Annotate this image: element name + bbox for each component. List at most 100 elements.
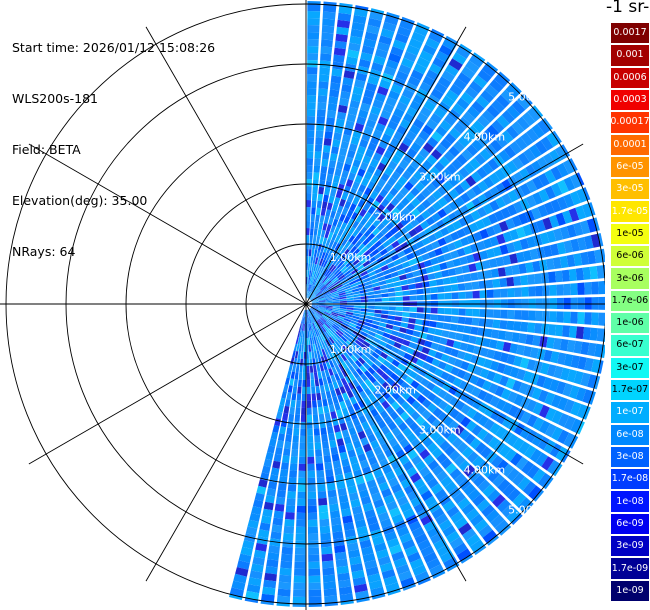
beam-cell [432, 407, 443, 418]
beam-cell [532, 468, 546, 484]
beam-cell [313, 421, 320, 429]
beam-cell [393, 181, 403, 192]
beam-cell [568, 207, 580, 222]
beam-cell [307, 309, 311, 317]
beam-cell [307, 477, 316, 485]
beam-cell [580, 251, 590, 266]
beam-cell [421, 346, 431, 355]
beam-cell [325, 304, 333, 306]
beam-cell [454, 184, 465, 195]
beam-cell [471, 197, 483, 209]
beam-cell [518, 441, 531, 455]
beam-cell [358, 184, 367, 193]
beam-cell [500, 207, 511, 219]
beam-cell [463, 483, 476, 496]
beam-cell [362, 328, 370, 334]
beam-cell [299, 337, 303, 345]
colorbar-label: 1e-05 [616, 227, 644, 239]
beam-cell [528, 310, 536, 321]
beam-cell [354, 261, 363, 269]
beam-cell [354, 152, 364, 162]
beam-cell [488, 258, 498, 268]
beam-cell [269, 538, 281, 547]
beam-cell [324, 187, 331, 196]
colorbar-label: 0.0017 [613, 27, 647, 39]
beam-cell [397, 250, 406, 258]
beam-cell [308, 589, 322, 597]
beam-cell [286, 498, 296, 506]
beam-cell [315, 386, 321, 394]
beam-cell [511, 332, 520, 343]
beam-cell [377, 213, 386, 222]
beam-cell [277, 483, 287, 491]
beam-cell [297, 491, 306, 499]
beam-cell [392, 39, 407, 51]
beam-cell [316, 328, 320, 336]
beam-cell [370, 8, 385, 15]
beam-cell [306, 102, 316, 110]
beam-cell [360, 52, 373, 62]
beam-cell [405, 514, 419, 526]
beam-cell [444, 445, 456, 457]
beam-cell [306, 324, 308, 331]
beam-cell [594, 249, 604, 264]
beam-cell [428, 31, 443, 44]
beam-cell [309, 277, 312, 285]
beam-cell [444, 363, 454, 373]
beam-cell [346, 420, 354, 429]
beam-cell [337, 394, 344, 403]
beam-cell [315, 336, 319, 344]
azimuth-spoke [305, 143, 584, 305]
beam-cell [337, 104, 348, 114]
beam-cell [258, 479, 268, 488]
beam-cell [487, 489, 501, 503]
beam-cell [255, 542, 268, 552]
beam-cell [338, 337, 346, 345]
beam-cell [394, 416, 404, 427]
beam-cell [404, 181, 414, 191]
beam-cell [454, 400, 466, 411]
beam-cell [317, 193, 324, 202]
beam-cell [317, 328, 322, 335]
beam-cell [335, 365, 341, 373]
beam-cell [546, 337, 555, 349]
beam-cell [375, 505, 387, 516]
beam-cell [331, 68, 343, 77]
beam-cell [348, 492, 359, 502]
beam-cell [317, 229, 322, 237]
beam-cell [408, 318, 416, 324]
beam-cell [415, 358, 425, 368]
beam-cell [482, 529, 498, 544]
beam-cell [410, 159, 421, 170]
beam-cell [495, 196, 506, 209]
beam-cell [486, 289, 494, 298]
beam-cell [363, 249, 371, 257]
colorbar-label: 0.0003 [613, 94, 647, 106]
beam-cell [377, 86, 389, 96]
beam-cell [402, 136, 413, 147]
beam-cell [460, 416, 472, 428]
beam-cell [373, 446, 383, 456]
beam-cell [377, 355, 386, 364]
beam-cell [367, 291, 375, 296]
beam-cell [355, 384, 364, 394]
beam-cell [317, 309, 325, 313]
beam-cell [284, 399, 291, 407]
colorbar-label: 1.7e-06 [611, 294, 649, 306]
beam-cell [445, 64, 459, 77]
beam-cell [462, 111, 476, 124]
beam-cell [350, 498, 361, 508]
beam-cell [314, 144, 323, 152]
beam-cell [483, 176, 495, 189]
beam-cell [525, 334, 534, 345]
beam-cell [377, 116, 389, 126]
beam-cell [308, 582, 321, 590]
beam-cell [425, 334, 435, 342]
beam-cell [375, 194, 385, 204]
beam-cell [438, 400, 449, 411]
beam-cell [343, 270, 351, 277]
beam-cell [350, 433, 359, 443]
beam-cell [489, 236, 499, 247]
beam-cell [329, 503, 340, 512]
beam-cell [319, 236, 324, 245]
